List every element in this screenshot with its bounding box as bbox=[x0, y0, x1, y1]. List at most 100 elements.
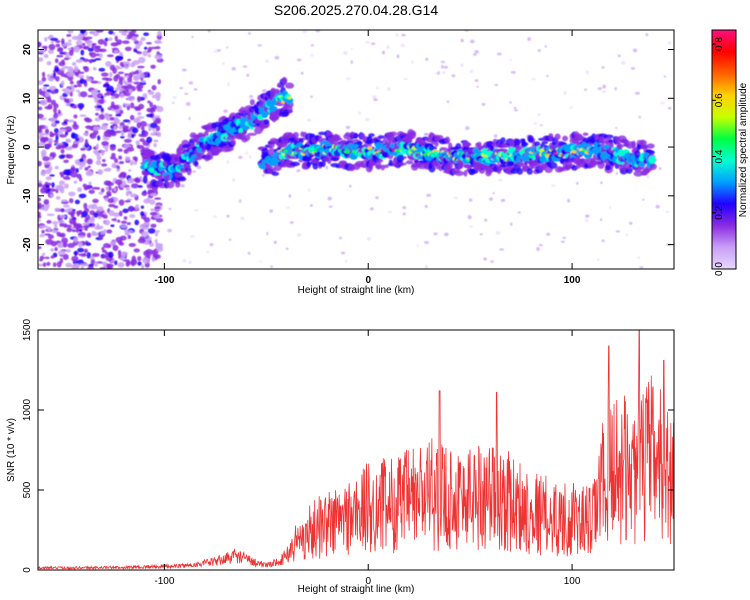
noise-cell bbox=[65, 138, 71, 142]
noise-cell bbox=[634, 91, 640, 95]
halo-cell bbox=[306, 161, 312, 166]
noise-cell bbox=[120, 135, 125, 139]
noise-cell bbox=[136, 51, 143, 55]
noise-cell bbox=[80, 147, 86, 151]
noise-cell bbox=[628, 221, 633, 225]
noise-cell bbox=[209, 243, 214, 247]
halo-cell bbox=[405, 160, 414, 165]
noise-cell bbox=[131, 127, 139, 134]
halo-cell bbox=[407, 128, 415, 137]
noise-cell bbox=[489, 197, 493, 201]
noise-cell bbox=[55, 40, 61, 43]
snr-line-layer bbox=[38, 330, 674, 570]
noise-cell bbox=[124, 156, 131, 161]
noise-cell bbox=[77, 241, 83, 248]
noise-cell bbox=[86, 75, 90, 79]
noise-cell bbox=[102, 137, 110, 141]
noise-cell bbox=[155, 217, 164, 223]
noise-cell bbox=[110, 96, 116, 100]
noise-cell bbox=[38, 197, 42, 202]
noise-cell bbox=[116, 39, 123, 45]
noise-cell bbox=[180, 183, 185, 188]
noise-cell bbox=[123, 216, 128, 220]
noise-cell bbox=[129, 205, 134, 212]
noise-cell bbox=[99, 48, 107, 53]
noise-cell bbox=[76, 210, 82, 215]
noise-cell bbox=[103, 229, 107, 234]
y-tick-label: 20 bbox=[22, 44, 33, 56]
noise-cell bbox=[533, 122, 538, 125]
noise-cell bbox=[107, 37, 113, 41]
noise-cell bbox=[71, 255, 79, 262]
noise-cell bbox=[106, 54, 115, 58]
halo-cell bbox=[327, 157, 332, 164]
noise-cell bbox=[94, 57, 102, 61]
noise-cell bbox=[48, 43, 56, 51]
noise-cell bbox=[134, 70, 140, 75]
noise-cell bbox=[38, 57, 44, 62]
noise-cell bbox=[69, 91, 73, 97]
noise-cell bbox=[424, 241, 429, 245]
noise-cell bbox=[105, 181, 114, 187]
ridge-cell bbox=[648, 155, 657, 164]
noise-cell bbox=[119, 55, 124, 60]
noise-cell bbox=[182, 259, 187, 263]
noise-cell bbox=[433, 232, 438, 236]
noise-cell bbox=[71, 61, 77, 66]
noise-cell bbox=[137, 185, 143, 188]
noise-cell bbox=[387, 210, 392, 214]
noise-cell bbox=[60, 148, 65, 154]
noise-cell bbox=[77, 102, 85, 109]
halo-cell bbox=[562, 135, 569, 142]
noise-cell bbox=[514, 109, 518, 112]
noise-cell bbox=[38, 217, 41, 223]
noise-cell bbox=[615, 171, 618, 175]
halo-cell bbox=[500, 137, 506, 144]
noise-cell bbox=[375, 196, 379, 200]
noise-cell bbox=[185, 102, 191, 106]
noise-cell bbox=[47, 77, 55, 81]
halo-cell bbox=[290, 161, 300, 167]
noise-cell bbox=[38, 127, 42, 134]
noise-cell bbox=[75, 59, 83, 63]
halo-cell bbox=[576, 133, 582, 137]
noise-cell bbox=[119, 161, 125, 164]
halo-cell bbox=[366, 135, 373, 144]
noise-cell bbox=[262, 174, 265, 177]
noise-cell bbox=[38, 106, 43, 111]
noise-cell bbox=[228, 238, 232, 241]
colorbar-label: Normalized spectral amplitude bbox=[738, 82, 749, 217]
noise-cell bbox=[124, 65, 129, 70]
noise-cell bbox=[88, 263, 94, 268]
noise-cell bbox=[665, 210, 670, 214]
noise-cell bbox=[106, 190, 112, 197]
noise-cell bbox=[350, 47, 354, 50]
noise-cell bbox=[425, 57, 429, 61]
noise-cell bbox=[106, 263, 114, 268]
noise-cell bbox=[249, 95, 253, 98]
noise-cell bbox=[108, 203, 116, 208]
noise-cell bbox=[49, 156, 53, 161]
noise-cell bbox=[345, 125, 351, 129]
noise-cell bbox=[130, 62, 136, 68]
bottom-y-axis-label: SNR (10 * v/v) bbox=[6, 418, 17, 482]
noise-cell bbox=[424, 264, 429, 269]
noise-cell bbox=[70, 133, 79, 139]
y-tick-label: 1500 bbox=[22, 318, 33, 341]
noise-cell bbox=[584, 218, 589, 223]
noise-cell bbox=[58, 154, 65, 160]
noise-cell bbox=[81, 42, 86, 46]
noise-cell bbox=[617, 54, 621, 58]
noise-cell bbox=[345, 259, 348, 264]
noise-cell bbox=[38, 80, 44, 85]
noise-cell bbox=[38, 142, 46, 147]
noise-cell bbox=[140, 211, 145, 217]
noise-cell bbox=[443, 65, 449, 69]
noise-cell bbox=[636, 256, 641, 259]
noise-cell bbox=[599, 218, 603, 222]
noise-cell bbox=[307, 188, 310, 192]
noise-cell bbox=[115, 73, 121, 79]
noise-cell bbox=[92, 232, 99, 237]
noise-cell bbox=[149, 211, 158, 216]
